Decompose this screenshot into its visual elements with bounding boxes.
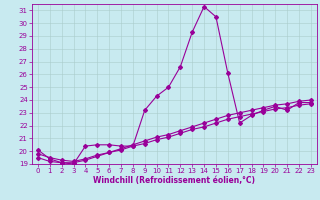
X-axis label: Windchill (Refroidissement éolien,°C): Windchill (Refroidissement éolien,°C) <box>93 176 255 185</box>
